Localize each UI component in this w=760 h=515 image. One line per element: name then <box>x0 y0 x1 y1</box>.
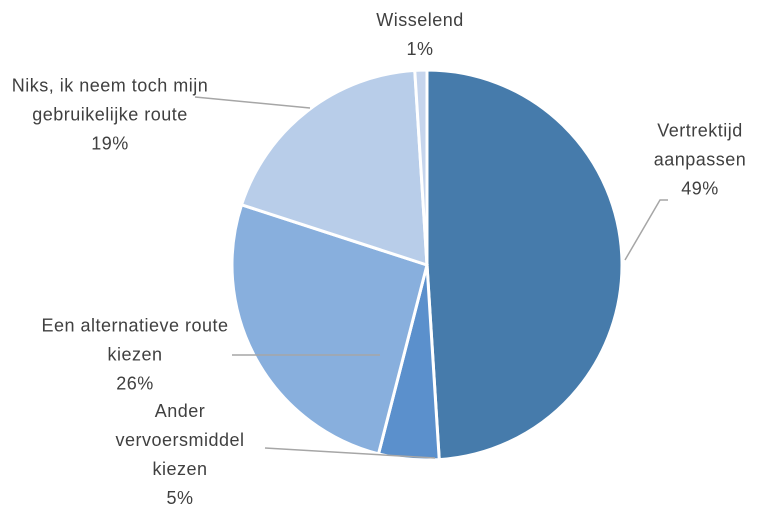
pie-slice <box>239 68 429 268</box>
data-label: Ander vervoersmiddel kiezen 5% <box>95 397 265 513</box>
value-label: 19% <box>91 133 129 154</box>
category-label: Vertrektijd aanpassen <box>653 120 747 170</box>
pie-slice <box>425 68 624 462</box>
data-label: Een alternatieve route kiezen 26% <box>20 312 250 399</box>
data-label: Niks, ik neem toch mijn gebruikelijke ro… <box>0 72 220 159</box>
pie-slice <box>230 202 429 456</box>
value-label: 49% <box>681 178 719 199</box>
data-label: Wisselend 1% <box>360 6 480 64</box>
category-label: Een alternatieve route kiezen <box>41 315 229 365</box>
value-label: 26% <box>116 373 154 394</box>
value-label: 5% <box>166 488 194 508</box>
category-label: Niks, ik neem toch mijn gebruikelijke ro… <box>11 75 209 125</box>
category-label: Ander vervoersmiddel kiezen <box>115 401 245 479</box>
leader-line <box>264 447 436 459</box>
data-label: Vertrektijd aanpassen 49% <box>625 117 760 204</box>
pie-slice <box>413 68 429 266</box>
leader-line <box>624 199 668 261</box>
leader-line <box>194 96 311 109</box>
value-label: 1% <box>406 39 434 59</box>
category-label: Wisselend <box>376 10 464 30</box>
